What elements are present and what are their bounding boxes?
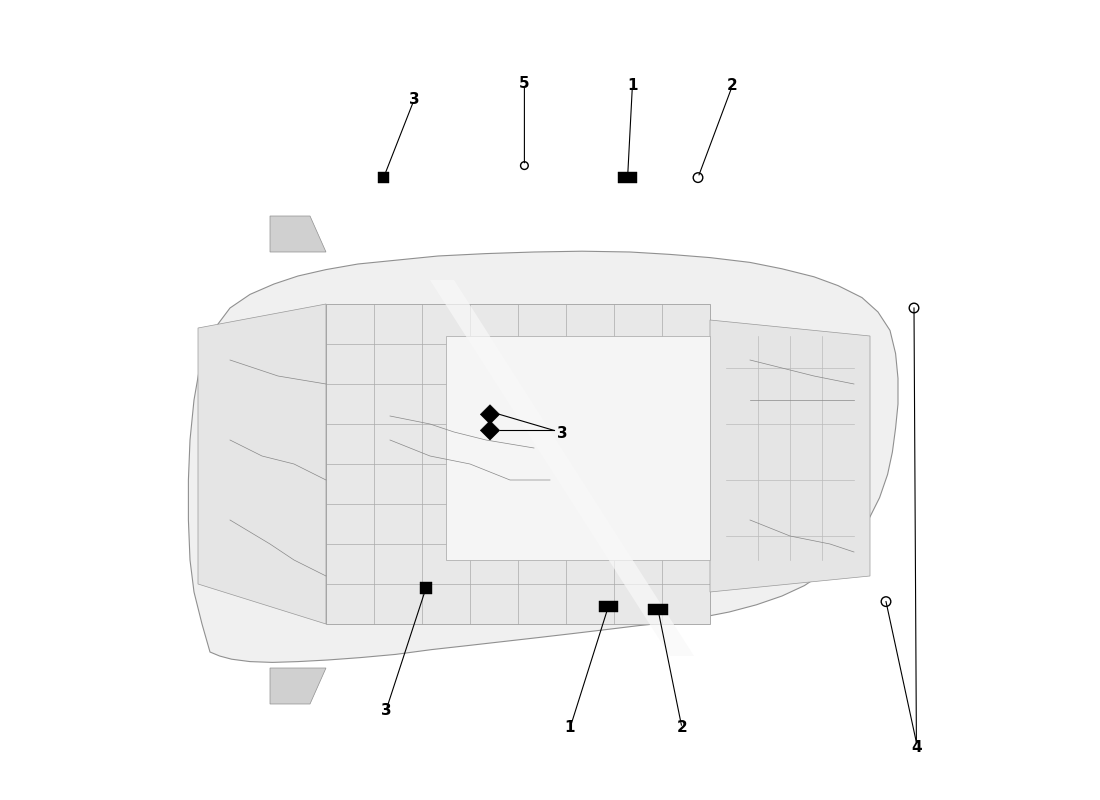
Polygon shape [430, 280, 694, 656]
Text: 4: 4 [911, 741, 922, 755]
Text: 3: 3 [557, 426, 568, 441]
Bar [598, 601, 618, 612]
Text: 2: 2 [727, 78, 738, 93]
Bar [378, 172, 389, 183]
Text: 1: 1 [564, 721, 575, 735]
Text: 5: 5 [519, 77, 530, 91]
Text: europes: europes [280, 342, 820, 458]
Polygon shape [446, 336, 710, 560]
Polygon shape [198, 304, 326, 624]
Bar [420, 582, 431, 594]
Polygon shape [270, 216, 326, 252]
Polygon shape [481, 405, 499, 424]
Text: a passion for parts since 1985: a passion for parts since 1985 [342, 438, 758, 554]
Text: 3: 3 [381, 703, 392, 718]
Bar [618, 172, 637, 183]
Text: 3: 3 [409, 93, 419, 107]
Text: 1: 1 [627, 78, 638, 93]
Text: 2: 2 [676, 721, 688, 735]
Polygon shape [481, 421, 499, 440]
Polygon shape [270, 668, 326, 704]
Text: a passion for parts since 1985: a passion for parts since 1985 [337, 426, 795, 534]
Polygon shape [188, 251, 898, 662]
Bar [648, 604, 668, 615]
Bar [326, 304, 710, 624]
Polygon shape [710, 320, 870, 592]
Text: europes: europes [338, 335, 794, 433]
